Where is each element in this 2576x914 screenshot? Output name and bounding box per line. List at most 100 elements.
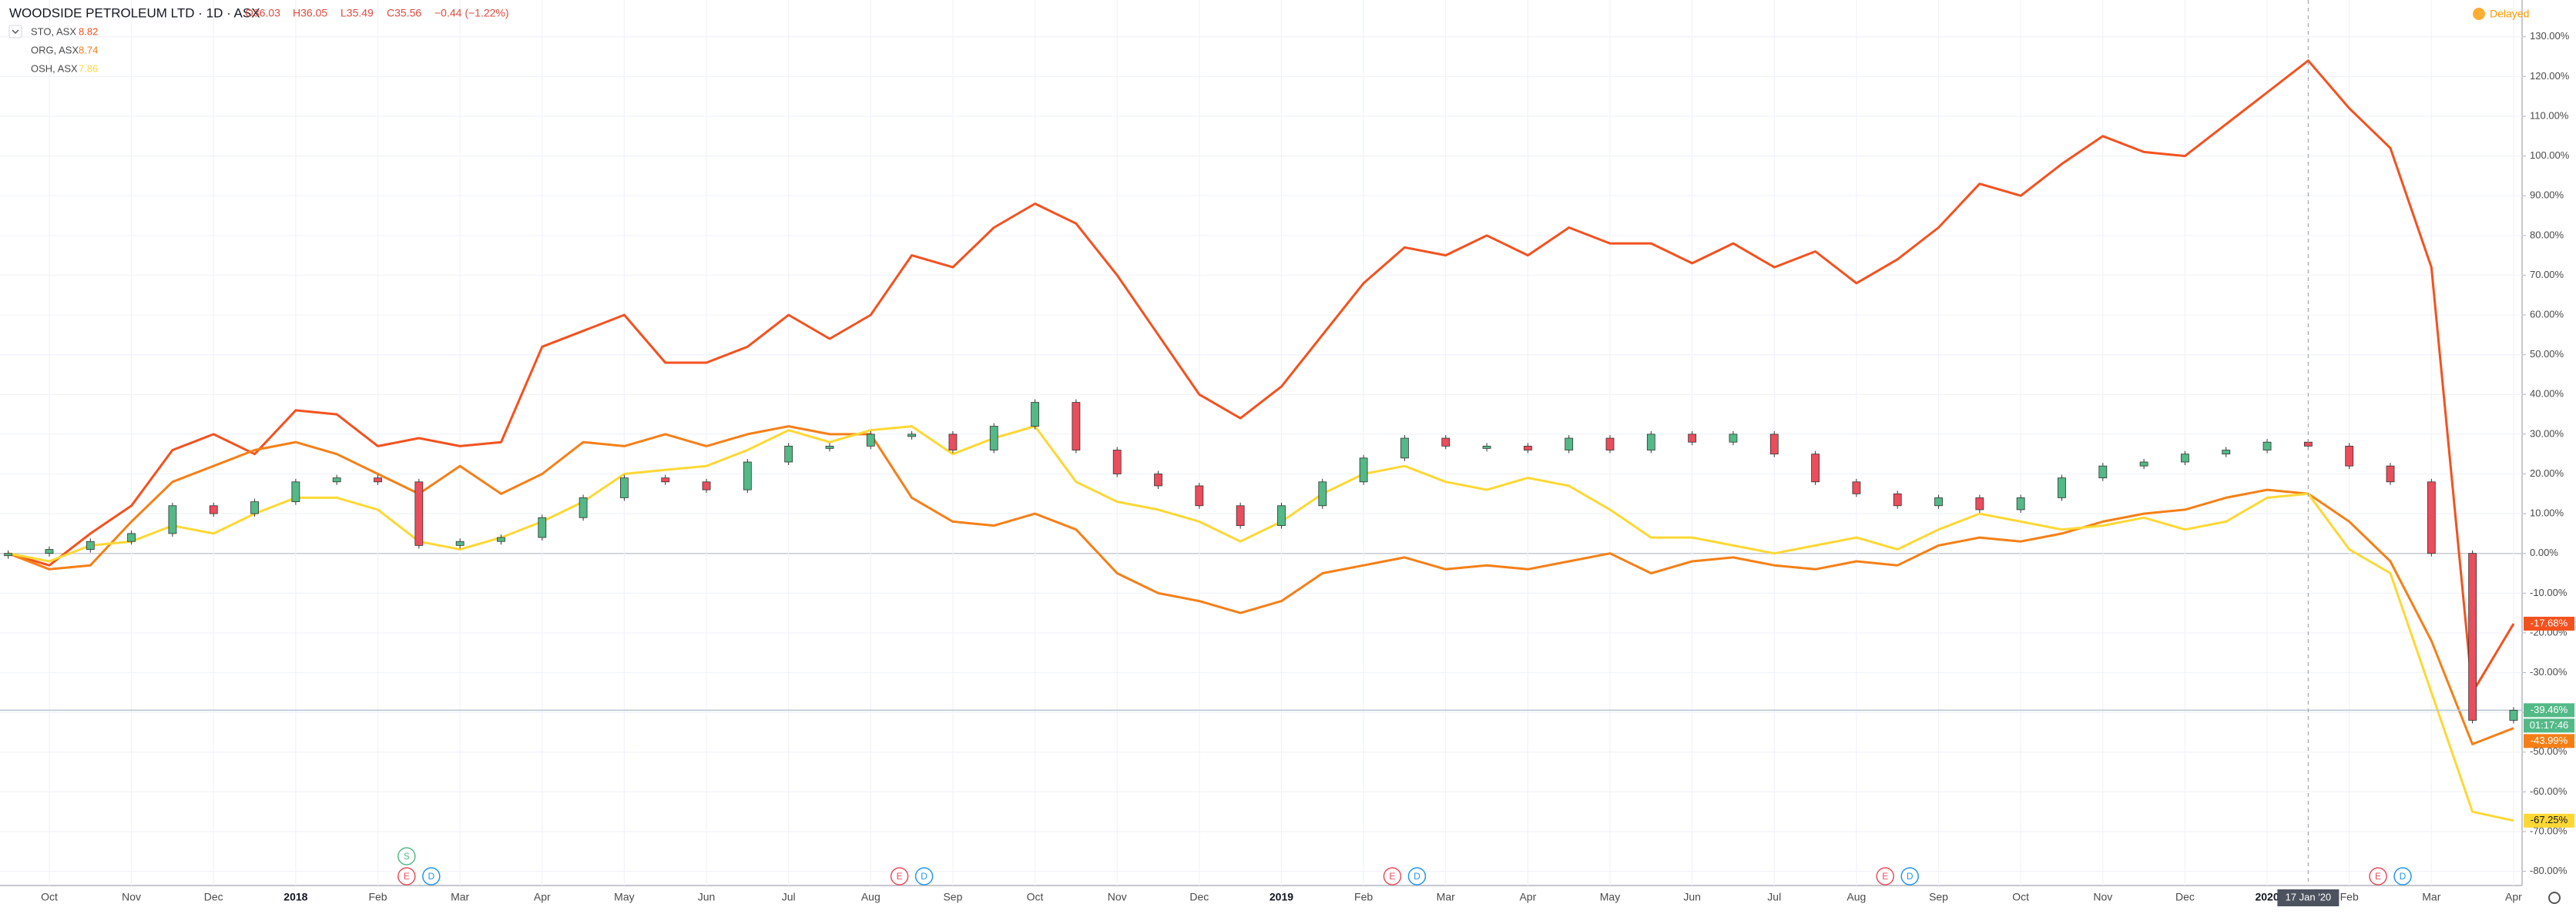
event-label: D xyxy=(921,871,927,882)
x-tick-label: Oct xyxy=(1027,891,1044,903)
ohlc-close: C35.56 xyxy=(387,7,421,19)
candle xyxy=(1565,437,1574,450)
overlay: 17 Jan '20-17.68%-39.46%01:17:46-43.99%-… xyxy=(397,0,2574,906)
y-tick-label: 30.00% xyxy=(2530,427,2564,439)
event-label: D xyxy=(2400,871,2407,882)
event-label: D xyxy=(428,871,434,882)
event-marker xyxy=(1900,867,1919,886)
event-label: E xyxy=(1389,871,1395,882)
event-marker xyxy=(890,867,909,886)
candle xyxy=(127,533,136,542)
ohlc-low: L35.49 xyxy=(340,7,374,19)
candle xyxy=(497,537,505,542)
event-marker xyxy=(397,867,416,886)
x-tick-label: Dec xyxy=(204,891,223,903)
candle xyxy=(2016,497,2025,511)
candle xyxy=(1400,437,1409,459)
candle xyxy=(45,549,54,554)
candle xyxy=(2139,461,2148,467)
y-tick-label: 90.00% xyxy=(2530,189,2564,201)
legend-name: STO, ASX xyxy=(31,25,76,37)
candle xyxy=(1195,485,1204,507)
y-tick-label: 120.00% xyxy=(2530,70,2570,82)
x-tick-label: Oct xyxy=(41,891,58,903)
candle xyxy=(538,517,547,538)
event-label: E xyxy=(1882,871,1888,882)
x-tick-label: Nov xyxy=(2093,891,2112,903)
y-tick-label: 130.00% xyxy=(2530,30,2570,42)
candle xyxy=(1031,402,1039,427)
event-label: D xyxy=(1907,871,1914,882)
x-tick-label: Nov xyxy=(1108,891,1127,903)
candle xyxy=(661,477,670,483)
x-tick-label: May xyxy=(1600,891,1620,903)
x-tick-label: Apr xyxy=(534,891,551,903)
event-marker xyxy=(1407,867,1427,886)
candle xyxy=(2509,709,2518,721)
candle xyxy=(2468,553,2477,721)
candle xyxy=(332,477,341,483)
x-tick-label: 2018 xyxy=(283,891,307,903)
candle xyxy=(620,477,629,498)
candle xyxy=(1975,497,1984,511)
x-tick-label: Feb xyxy=(1354,891,1373,903)
candle xyxy=(1934,497,1943,507)
candle xyxy=(989,426,998,450)
legend-value: 7.86 xyxy=(79,62,98,74)
crosshair-date-box xyxy=(2277,889,2340,906)
settings-button[interactable] xyxy=(2548,892,2561,904)
x-tick-label: Dec xyxy=(2175,891,2195,903)
series-line xyxy=(8,59,2515,694)
header: WOODSIDE PETROLEUM LTD · 1D · ASX O36.03… xyxy=(8,5,2529,39)
candle xyxy=(1523,445,1532,450)
candle xyxy=(2386,465,2395,483)
ohlc-high: H36.05 xyxy=(293,7,327,19)
x-tick-label: Mar xyxy=(451,891,469,903)
candle xyxy=(1893,493,1902,507)
event-marker xyxy=(914,867,934,886)
y-tick-label: 20.00% xyxy=(2530,467,2564,479)
candle xyxy=(1277,505,1286,526)
last-value-box xyxy=(2524,813,2574,828)
candle xyxy=(4,553,13,557)
x-tick-label: Aug xyxy=(861,891,880,903)
candle xyxy=(1811,454,1820,483)
legend-value: 8.74 xyxy=(79,44,98,55)
x-tick-label: Apr xyxy=(2505,891,2522,903)
candle xyxy=(2058,477,2066,498)
y-tick-label: -70.00% xyxy=(2530,825,2568,836)
candle xyxy=(209,505,218,514)
event-marker xyxy=(422,867,441,886)
legend-name: OSH, ASX xyxy=(31,62,78,74)
x-tick-label: Oct xyxy=(2012,891,2029,903)
candle xyxy=(414,481,424,546)
candle xyxy=(1688,434,1697,443)
legend-toggle[interactable] xyxy=(8,25,22,39)
candle xyxy=(2262,441,2272,450)
candle xyxy=(825,445,834,449)
legend-toggle-icon xyxy=(12,29,19,35)
x-tick-label: Mar xyxy=(2422,891,2440,903)
candle xyxy=(866,434,875,447)
last-value-label: -17.68% xyxy=(2531,617,2568,628)
event-label: D xyxy=(1414,871,1420,882)
y-tick-label: -10.00% xyxy=(2530,587,2568,598)
x-tick-label: Jul xyxy=(782,891,796,903)
candle xyxy=(374,477,382,483)
time-axis-controls xyxy=(2548,892,2561,904)
event-label: E xyxy=(2375,871,2381,882)
x-tick-label: Jun xyxy=(1683,891,1701,903)
candle xyxy=(907,434,917,437)
event-label: E xyxy=(897,871,903,882)
candle xyxy=(86,541,95,550)
candle xyxy=(579,497,588,518)
x-tick-label: 2020 xyxy=(2255,891,2279,903)
y-tick-label: 40.00% xyxy=(2530,388,2564,400)
event-label: E xyxy=(404,871,410,882)
candle xyxy=(2098,465,2108,479)
candle xyxy=(784,445,793,463)
candle xyxy=(1729,434,1738,443)
candle xyxy=(168,505,177,534)
x-tick-label: 2019 xyxy=(1270,891,1293,903)
